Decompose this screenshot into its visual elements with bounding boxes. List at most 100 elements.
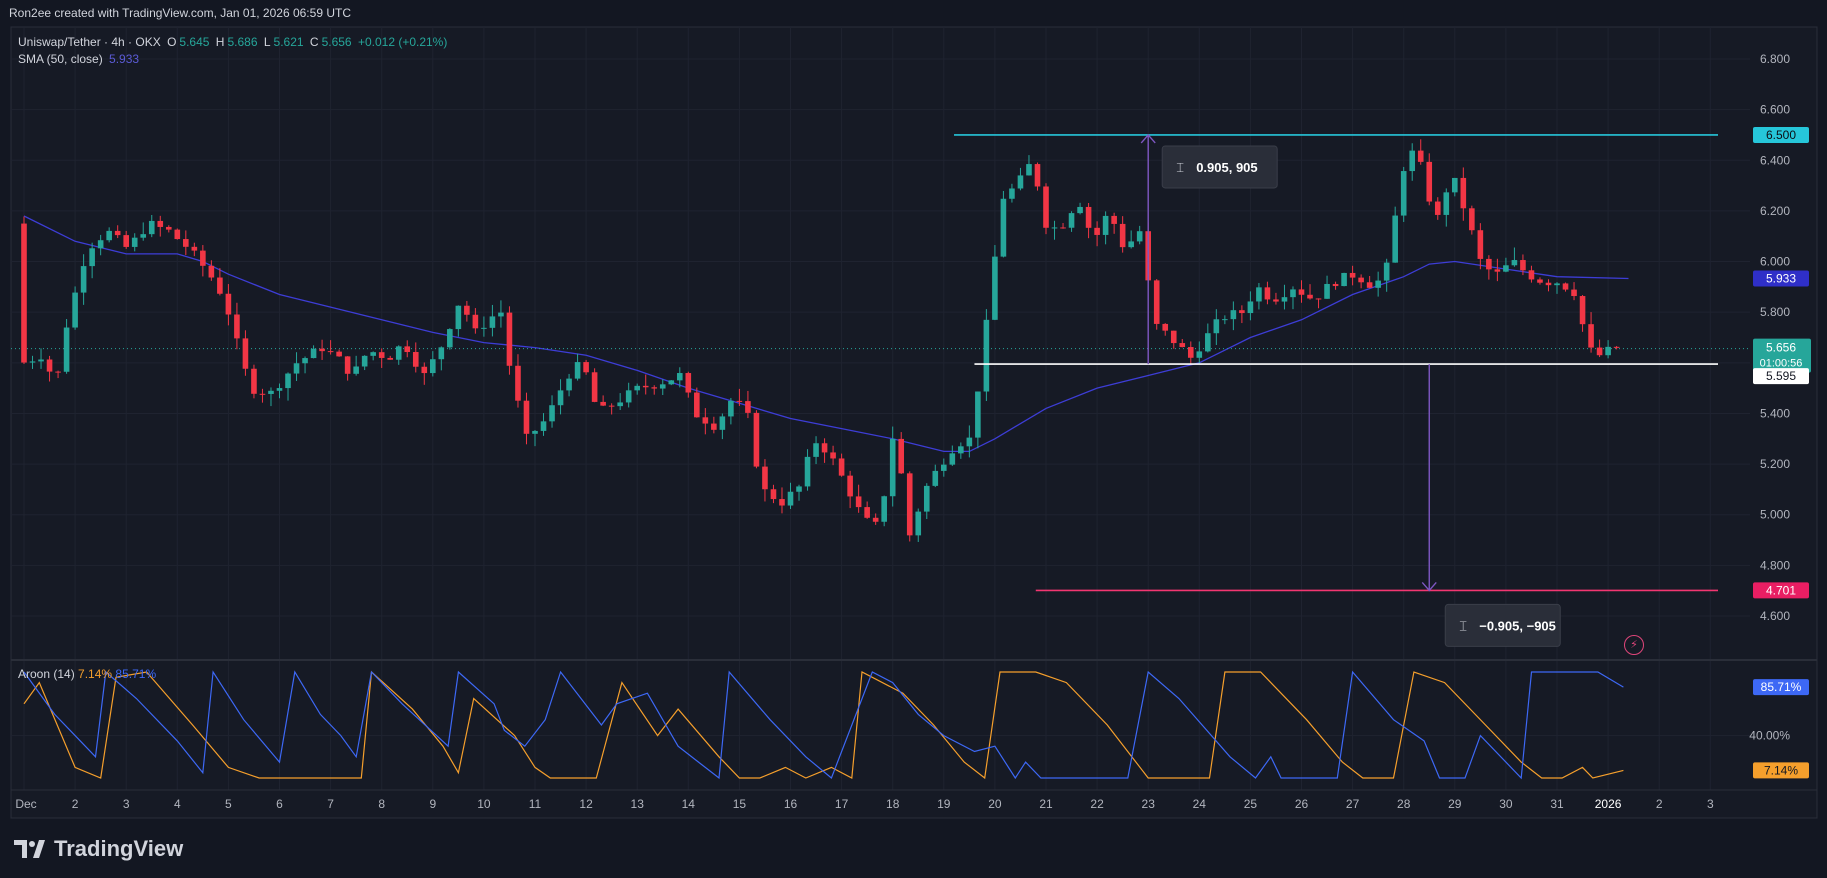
time-tick-label: 4 (174, 797, 181, 811)
candle-body (1290, 289, 1296, 298)
horizontal-levels[interactable] (954, 134, 1718, 592)
candle-body (63, 327, 70, 372)
candle-body (114, 230, 121, 236)
candle-body (1017, 175, 1024, 189)
candle-body (1494, 269, 1501, 272)
candle-body (676, 373, 683, 381)
candle-body (1605, 346, 1611, 356)
candle-body (1554, 283, 1560, 286)
candle-body (1400, 171, 1407, 216)
aroon-up-tag: 85.71% (1761, 680, 1802, 694)
aroon-down-tag-bg (1753, 762, 1809, 779)
candle-body (1119, 223, 1126, 248)
time-tick-label: Dec (15, 797, 36, 811)
candle-body (1545, 282, 1552, 286)
candle-body (191, 246, 198, 251)
candle-body (1349, 272, 1356, 278)
candle-body (779, 499, 785, 506)
candle-body (157, 220, 164, 227)
price-tick-label: 6.200 (1760, 204, 1790, 218)
candle-body (1034, 164, 1041, 187)
price-tick-label: 5.400 (1760, 406, 1790, 420)
candle-body (855, 496, 862, 508)
candle-body (889, 438, 896, 497)
candle-body (1281, 297, 1288, 302)
candle-body (1187, 347, 1194, 358)
time-tick-label: 24 (1193, 797, 1207, 811)
candle-body (770, 489, 777, 500)
candle-body (642, 385, 649, 388)
candle-body (1222, 319, 1228, 321)
candle-body (838, 458, 845, 476)
candle-body (787, 491, 794, 506)
candle-body (1273, 299, 1279, 302)
candle-body (745, 401, 751, 413)
open-label: O (167, 35, 177, 49)
candle-body (958, 446, 964, 454)
lightning-icon[interactable]: ⚡ (1624, 635, 1644, 655)
candle-body (949, 453, 956, 465)
change-value: +0.012 (+0.21%) (357, 35, 448, 49)
chart-header: Ron2ee created with TradingView.com, Jan… (9, 6, 351, 20)
candle-body (1358, 277, 1364, 283)
candle-body (89, 248, 95, 267)
candle-body (847, 475, 853, 497)
support-tag: 5.595 (1766, 369, 1796, 383)
candle-body (1383, 262, 1390, 281)
candle-body (1196, 351, 1203, 358)
time-tick-label: 9 (429, 797, 436, 811)
candle-body (983, 319, 990, 392)
candle-body (1205, 333, 1211, 352)
ruler-icon: ⌶ (1459, 619, 1467, 634)
measure-tools[interactable]: ⌶ 0.905, 905 ⌶ −0.905, −905 (1140, 133, 1561, 647)
candle-body (898, 438, 905, 474)
candle-body (412, 352, 419, 367)
price-axis[interactable]: 4.6004.8005.0005.2005.4005.6005.8006.000… (1753, 52, 1811, 623)
candle-body (174, 229, 181, 240)
close-value: 5.656 (321, 35, 352, 49)
candle-body (131, 237, 138, 247)
candle-body (1571, 289, 1577, 297)
candle-body (1102, 215, 1109, 235)
candle-body (1043, 186, 1049, 228)
candle-body (574, 362, 581, 379)
resistance-tag: 6.500 (1766, 128, 1796, 142)
candle-body (1247, 301, 1254, 314)
time-tick-label: 20 (988, 797, 1002, 811)
candle-body (634, 385, 640, 391)
candle-body (523, 400, 530, 434)
candle-body (464, 305, 470, 315)
candle-body (1537, 279, 1543, 283)
time-tick-label: 19 (937, 797, 951, 811)
current-price-tag-bg (1753, 338, 1811, 373)
time-tick-label: 21 (1039, 797, 1053, 811)
candle-body (455, 305, 462, 330)
candle-body (319, 348, 325, 352)
aroon-legend[interactable]: Aroon (14) 7.14% 85.71% (18, 667, 156, 681)
candle-body (421, 366, 428, 374)
aroon-label[interactable]: Aroon (14) (18, 667, 75, 681)
time-axis[interactable]: Dec 2 3 4 5 6 7 8 9 10 11 12 13 14 15 16 17 18 19 20 21 22 23 2… (15, 797, 1714, 811)
candle-body (1077, 206, 1083, 214)
price-tick-label: 4.600 (1760, 609, 1790, 623)
measure-label: 0.905, 905 (1196, 160, 1257, 175)
candle-body (481, 327, 487, 329)
candle-body (1443, 192, 1450, 215)
candle-body (302, 358, 308, 364)
candle-body (540, 421, 547, 431)
candle-body (881, 496, 887, 522)
price-tick-label: 6.800 (1760, 52, 1790, 66)
sma-legend-label[interactable]: SMA (50, close) (18, 52, 103, 66)
symbol-legend[interactable]: Uniswap/Tether · 4h · OKX O 5.645 H 5.686 … (18, 34, 450, 68)
target-tag: 4.701 (1766, 583, 1796, 597)
price-tick-label: 5.800 (1760, 305, 1790, 319)
time-tick-label: 30 (1499, 797, 1513, 811)
candle-body (1511, 260, 1518, 266)
aroon-indicator: 40.00%85.71%7.14% (11, 670, 1809, 780)
candle-body (753, 412, 760, 467)
low-label: L (263, 35, 271, 49)
symbol-name[interactable]: Uniswap/Tether · 4h · OKX (18, 35, 161, 49)
footer-brand: TradingView (54, 836, 184, 861)
candle-body (515, 365, 521, 401)
